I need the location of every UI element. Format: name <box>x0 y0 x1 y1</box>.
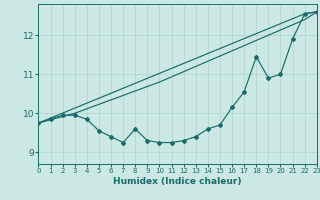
X-axis label: Humidex (Indice chaleur): Humidex (Indice chaleur) <box>113 177 242 186</box>
